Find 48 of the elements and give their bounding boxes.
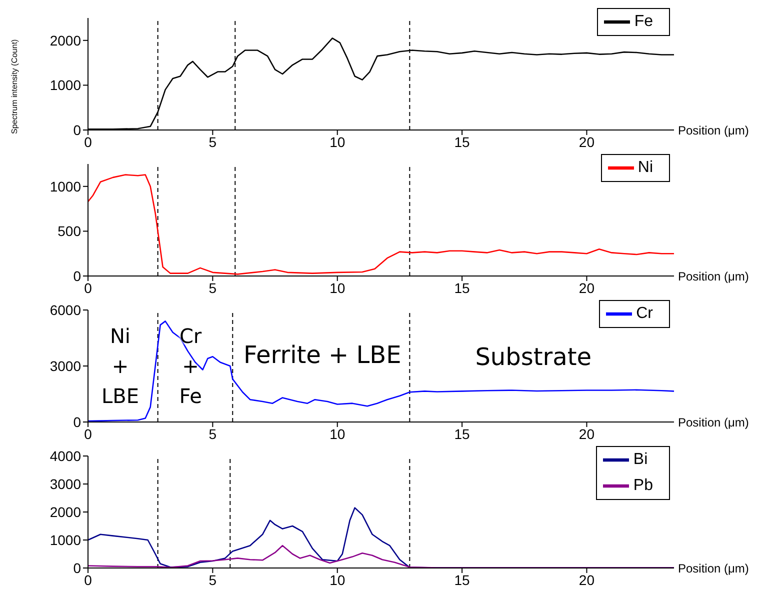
y-tick-label: 3000 (50, 476, 82, 492)
y-tick-label: 1000 (50, 77, 82, 94)
x-tick-label: 10 (330, 572, 346, 588)
x-axis-title: Position (μm) (678, 561, 749, 576)
x-axis-title: Position (μm) (678, 269, 749, 284)
y-tick-label: 0 (73, 560, 82, 576)
x-tick-label: 0 (84, 280, 92, 296)
y-tick-label: 2000 (50, 504, 82, 520)
x-tick-label: 15 (454, 572, 470, 588)
x-tick-label: 20 (578, 280, 595, 296)
x-tick-label: 5 (208, 426, 217, 442)
legend-label: Pb (633, 477, 653, 494)
annotation: Ferrite + LBE (244, 340, 402, 369)
x-axis-title: Position (μm) (678, 123, 749, 138)
annotation: Cr + Fe (179, 323, 202, 410)
y-tick-label: 0 (73, 414, 82, 430)
x-tick-label: 0 (84, 426, 92, 442)
x-tick-label: 5 (208, 572, 217, 588)
y-tick-label: 1000 (50, 178, 82, 194)
y-tick-label: 2000 (50, 32, 82, 48)
y-tick-label: 4000 (50, 448, 82, 464)
x-tick-label: 20 (578, 572, 595, 588)
annotation: Substrate (475, 343, 592, 372)
legend-label: Fe (634, 13, 653, 30)
x-tick-label: 0 (84, 572, 92, 588)
legend-label: Cr (636, 305, 653, 322)
x-tick-label: 5 (208, 134, 217, 150)
legend-label: Ni (638, 159, 653, 176)
x-tick-label: 5 (208, 280, 217, 296)
y-tick-label: 6000 (50, 302, 82, 318)
x-tick-label: 10 (330, 426, 346, 442)
x-tick-label: 0 (84, 134, 92, 150)
y-tick-label: 3000 (50, 358, 82, 374)
y-tick-label: 1000 (50, 532, 82, 548)
legend-label: Bi (633, 451, 648, 468)
annotation: Ni + LBE (101, 323, 139, 410)
y-tick-label: 500 (58, 223, 82, 240)
x-axis-title: Position (μm) (678, 415, 749, 430)
y-tick-label: 0 (73, 268, 82, 284)
x-tick-label: 15 (454, 134, 470, 150)
x-tick-label: 20 (578, 134, 595, 150)
y-axis-title: Spectrum intensity (Count) (10, 38, 19, 134)
x-tick-label: 15 (454, 280, 470, 296)
x-tick-label: 20 (578, 426, 595, 442)
x-tick-label: 10 (330, 134, 346, 150)
y-tick-label: 0 (73, 122, 82, 138)
x-tick-label: 15 (454, 426, 470, 442)
x-tick-label: 10 (330, 280, 346, 296)
